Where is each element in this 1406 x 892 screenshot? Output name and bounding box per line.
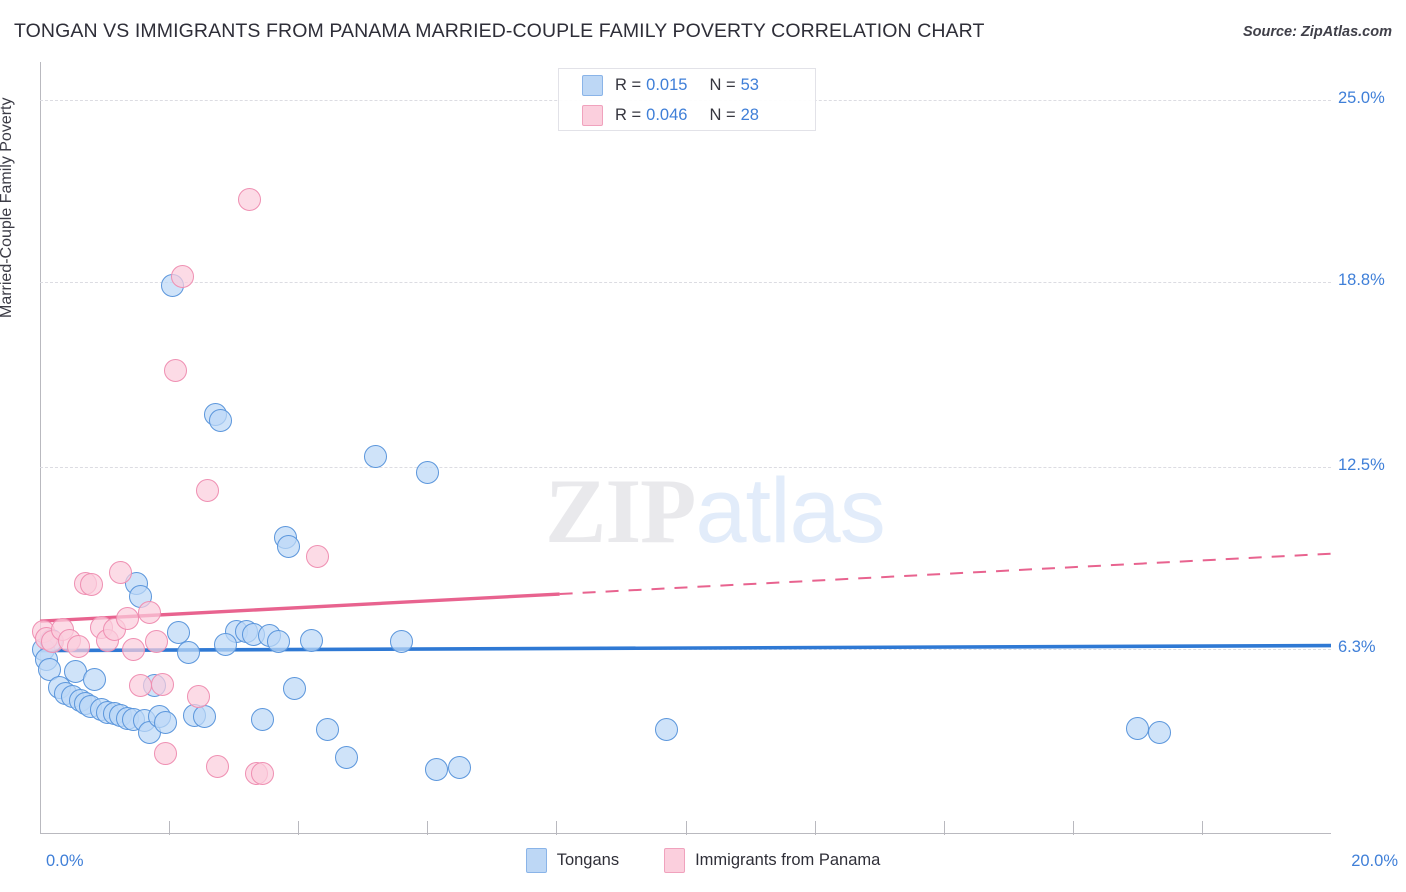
correlation-stats-legend: R = 0.015 N = 53 R = 0.046 N = 28: [558, 68, 816, 131]
data-point-tongans[interactable]: [176, 640, 200, 664]
data-point-panama[interactable]: [238, 188, 262, 212]
series-legend: Tongans Immigrants from Panama: [0, 848, 1406, 873]
data-point-panama[interactable]: [164, 358, 188, 382]
data-point-tongans[interactable]: [315, 718, 339, 742]
n-value-pink: 28: [740, 106, 759, 124]
x-axis-tick: [685, 821, 687, 835]
data-point-panama[interactable]: [151, 672, 175, 696]
legend-item-tongans[interactable]: Tongans: [525, 848, 620, 873]
stats-row-panama: R = 0.046 N = 28: [559, 102, 815, 129]
y-axis-tick-label: 18.8%: [1338, 271, 1385, 290]
trendline-panama-dashed: [559, 552, 1332, 596]
data-point-panama[interactable]: [80, 572, 104, 596]
r-label-blue: R =: [615, 76, 642, 94]
data-point-tongans[interactable]: [154, 710, 178, 734]
x-axis-tick: [814, 821, 816, 835]
gridline: [40, 282, 1331, 284]
legend-swatch-blue-icon: [582, 75, 603, 96]
data-point-tongans[interactable]: [283, 677, 307, 701]
data-point-tongans[interactable]: [389, 630, 413, 654]
data-point-panama[interactable]: [306, 545, 330, 569]
data-point-tongans[interactable]: [425, 757, 449, 781]
gridline: [40, 467, 1331, 469]
data-point-tongans[interactable]: [335, 746, 359, 770]
y-axis-tick-label: 25.0%: [1338, 89, 1385, 108]
data-point-panama[interactable]: [251, 762, 275, 786]
x-axis-tick: [1201, 821, 1203, 835]
r-value-blue: 0.015: [646, 76, 688, 94]
data-point-panama[interactable]: [154, 741, 178, 765]
data-point-tongans[interactable]: [214, 633, 238, 657]
data-point-tongans[interactable]: [277, 534, 301, 558]
x-axis-tick: [427, 821, 429, 835]
data-point-tongans[interactable]: [267, 630, 291, 654]
y-axis-tick-label: 6.3%: [1338, 638, 1376, 657]
source-label: Source: ZipAtlas.com: [1242, 24, 1392, 40]
n-label-blue: N =: [709, 76, 736, 94]
y-axis-line: [40, 62, 41, 834]
legend-label-panama: Immigrants from Panama: [695, 851, 881, 869]
data-point-panama[interactable]: [67, 634, 91, 658]
data-point-panama[interactable]: [206, 754, 229, 778]
legend-color-box-panama-icon: [664, 848, 686, 873]
x-axis-tick: [298, 821, 300, 835]
data-point-tongans[interactable]: [448, 756, 472, 780]
data-point-tongans[interactable]: [415, 461, 439, 485]
data-point-panama[interactable]: [170, 264, 194, 288]
data-point-tongans[interactable]: [364, 445, 388, 469]
x-axis-tick: [169, 821, 171, 835]
r-value-pink: 0.046: [646, 106, 688, 124]
data-point-panama[interactable]: [128, 674, 152, 698]
x-axis-tick: [1072, 821, 1074, 835]
data-point-tongans[interactable]: [299, 628, 323, 652]
data-point-tongans[interactable]: [654, 718, 678, 742]
x-axis-min-label: 0.0%: [46, 852, 84, 870]
data-point-tongans[interactable]: [1148, 721, 1172, 745]
x-axis-tick: [556, 821, 558, 835]
x-axis-max-label: 20.0%: [1351, 852, 1398, 870]
r-label-pink: R =: [615, 106, 642, 124]
plot-area: ZIPatlas: [31, 62, 1332, 835]
legend-swatch-pink-icon: [582, 105, 603, 126]
data-point-panama[interactable]: [115, 606, 139, 630]
data-point-panama[interactable]: [138, 600, 162, 624]
legend-label-tongans: Tongans: [556, 851, 620, 869]
stats-row-tongans: R = 0.015 N = 53: [559, 72, 815, 99]
data-point-panama[interactable]: [186, 684, 210, 708]
data-point-tongans[interactable]: [209, 408, 233, 432]
data-point-panama[interactable]: [109, 561, 133, 585]
n-value-blue: 53: [740, 76, 759, 94]
x-axis-tick: [943, 821, 945, 835]
data-point-tongans[interactable]: [1125, 716, 1149, 740]
y-axis-label: Married-Couple Family Poverty: [0, 97, 15, 318]
legend-color-box-tongans-icon: [525, 848, 547, 873]
legend-item-panama[interactable]: Immigrants from Panama: [664, 848, 880, 873]
y-axis-tick-label: 12.5%: [1338, 456, 1385, 475]
data-point-tongans[interactable]: [251, 708, 275, 732]
n-label-pink: N =: [709, 106, 736, 124]
data-point-tongans[interactable]: [167, 621, 191, 645]
data-point-tongans[interactable]: [83, 668, 107, 692]
trendline-tongans: [39, 643, 1332, 653]
data-point-panama[interactable]: [122, 637, 146, 661]
data-point-panama[interactable]: [144, 630, 168, 654]
page-title: TONGAN VS IMMIGRANTS FROM PANAMA MARRIED…: [14, 20, 985, 42]
data-point-panama[interactable]: [196, 479, 220, 503]
